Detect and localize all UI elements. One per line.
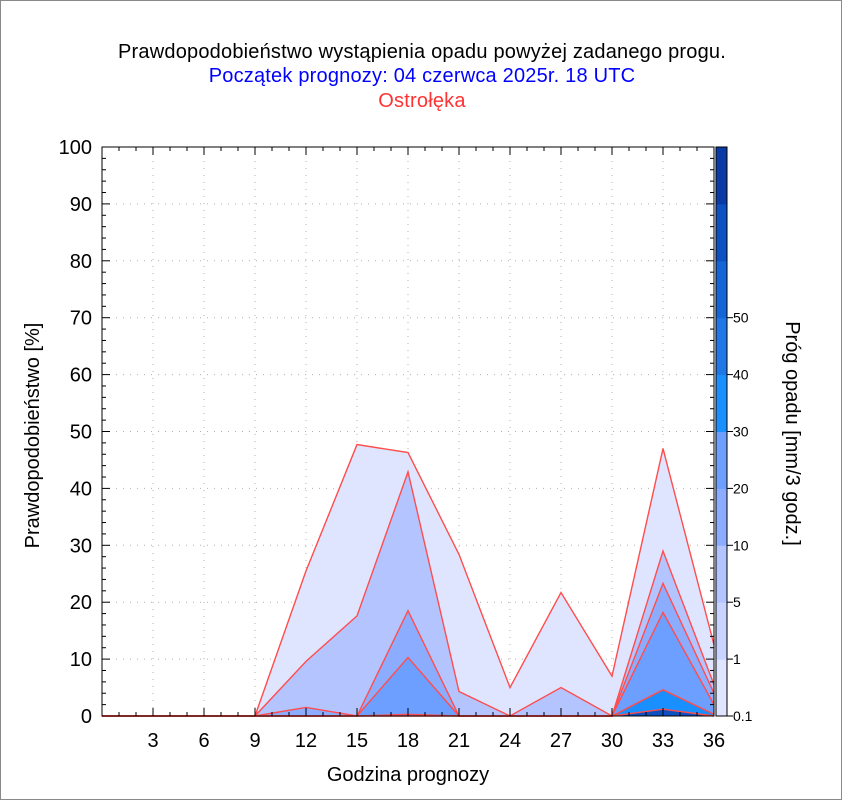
x-tick-label: 15: [346, 730, 368, 752]
x-tick-label: 36: [703, 730, 725, 752]
colorbar-segment: [716, 147, 727, 205]
x-tick-label: 18: [397, 730, 419, 752]
colorbar-segment: [716, 545, 727, 603]
colorbar-segment: [716, 260, 727, 319]
y-tick-label: 100: [59, 137, 92, 159]
y-tick-label: 30: [70, 535, 92, 557]
y-tick-label: 60: [70, 365, 92, 387]
colorbar-tick-label: 5: [733, 594, 741, 610]
colorbar-tick-label: 40: [733, 367, 749, 383]
colorbar: [715, 146, 728, 717]
colorbar-tick-label: 1: [733, 651, 741, 667]
chart-title: Prawdopodobieństwo wystąpienia opadu pow…: [118, 41, 726, 63]
colorbar-segment: [716, 431, 727, 489]
colorbar-tick-label: 0.1: [733, 708, 753, 724]
x-tick-label: 24: [499, 730, 521, 752]
location-label: Ostrołęka: [378, 90, 466, 112]
area-threshold-5: [102, 583, 714, 716]
y-tick-label: 70: [70, 308, 92, 330]
area-threshold-1: [102, 471, 714, 716]
y-tick-labels: 0 10 20 30 40 50 60 70 80 90 100: [59, 137, 92, 728]
axis-ticks: [101, 146, 715, 717]
colorbar-tick-label: 20: [733, 480, 749, 496]
area-threshold-30: [102, 709, 714, 716]
colorbar-label: Próg opadu [mm/3 godz.]: [781, 321, 803, 546]
y-tick-label: 0: [81, 706, 92, 728]
x-tick-label: 3: [147, 730, 158, 752]
y-axis-label: Prawdopodobieństwo [%]: [22, 323, 44, 549]
colorbar-tick-label: 50: [733, 310, 749, 326]
y-tick-label: 50: [70, 422, 92, 444]
area-threshold-10: [102, 612, 714, 716]
x-tick-label: 30: [601, 730, 623, 752]
y-tick-label: 20: [70, 592, 92, 614]
y-tick-label: 90: [70, 194, 92, 216]
plot-frame: [101, 146, 715, 717]
colorbar-segment: [716, 488, 727, 546]
colorbar-tick-label: 10: [733, 537, 749, 553]
colorbar-segment: [716, 203, 727, 262]
probability-areas: [102, 443, 715, 718]
x-axis-label: Godzina prognozy: [327, 764, 489, 786]
colorbar-tick-label: 30: [733, 424, 749, 440]
y-tick-label: 80: [70, 251, 92, 273]
x-tick-labels: 3 6 9 12 15 18 21 24 27 30 33 36: [147, 730, 725, 752]
colorbar-tick-labels: 0.1 1 5 10 20 30 40 50: [727, 310, 753, 724]
y-tick-label: 40: [70, 478, 92, 500]
x-tick-label: 12: [295, 730, 317, 752]
forecast-start-subtitle: Początek prognozy: 04 czerwca 2025r. 18 …: [208, 65, 636, 87]
x-tick-label: 27: [550, 730, 572, 752]
colorbar-segment: [716, 317, 727, 376]
y-tick-label: 10: [70, 649, 92, 671]
colorbar-segment: [716, 602, 727, 660]
x-tick-label: 33: [652, 730, 674, 752]
x-tick-label: 6: [198, 730, 209, 752]
colorbar-segment: [716, 659, 727, 717]
colorbar-segment: [716, 374, 727, 432]
x-tick-label: 9: [249, 730, 260, 752]
x-tick-label: 21: [448, 730, 470, 752]
